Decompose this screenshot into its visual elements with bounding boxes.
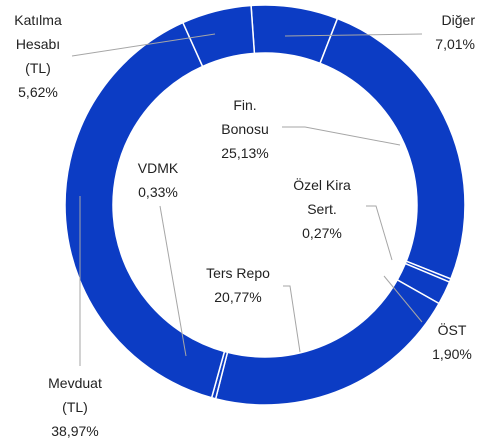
category-label: VDMK xyxy=(137,160,179,176)
value-label: 38,97% xyxy=(51,423,99,439)
category-label: Fin. Bonosu xyxy=(221,97,269,137)
value-label: 25,13% xyxy=(221,145,269,161)
data-label: Fin. Bonosu 25,13% xyxy=(214,93,276,165)
donut-segment xyxy=(64,21,226,399)
value-label: 1,90% xyxy=(432,346,472,362)
data-label: Ters Repo 20,77% xyxy=(188,261,288,309)
data-label: Diğer 7,01% xyxy=(405,8,475,56)
leader-line xyxy=(284,33,423,37)
leader-line xyxy=(282,126,401,146)
donut-ring xyxy=(64,4,466,406)
leader-line xyxy=(159,205,187,357)
category-label: ÖST xyxy=(437,322,467,338)
leader-line xyxy=(383,275,423,323)
category-label: Özel Kira Sert. xyxy=(293,177,351,217)
category-label: Diğer xyxy=(441,12,475,28)
leader-line xyxy=(283,285,301,353)
data-label: VDMK 0,33% xyxy=(128,156,188,204)
donut-segment xyxy=(181,4,256,68)
data-label: Özel Kira Sert. 0,27% xyxy=(282,173,362,245)
category-label: Ters Repo xyxy=(206,265,270,281)
leader-lines xyxy=(71,33,423,366)
leader-line xyxy=(71,33,216,57)
leader-line xyxy=(366,205,393,261)
data-label: ÖST 1,90% xyxy=(422,318,479,366)
value-label: 7,01% xyxy=(435,36,475,52)
value-label: 20,77% xyxy=(214,289,262,305)
data-label: Katılma Hesabı (TL) 5,62% xyxy=(5,8,71,104)
value-label: 0,27% xyxy=(302,225,342,241)
data-label: Mevduat (TL) 38,97% xyxy=(39,371,111,443)
value-label: 0,33% xyxy=(138,184,178,200)
category-label: Mevduat (TL) xyxy=(48,375,102,415)
category-label: Katılma Hesabı (TL) xyxy=(14,12,62,76)
value-label: 5,62% xyxy=(18,84,58,100)
